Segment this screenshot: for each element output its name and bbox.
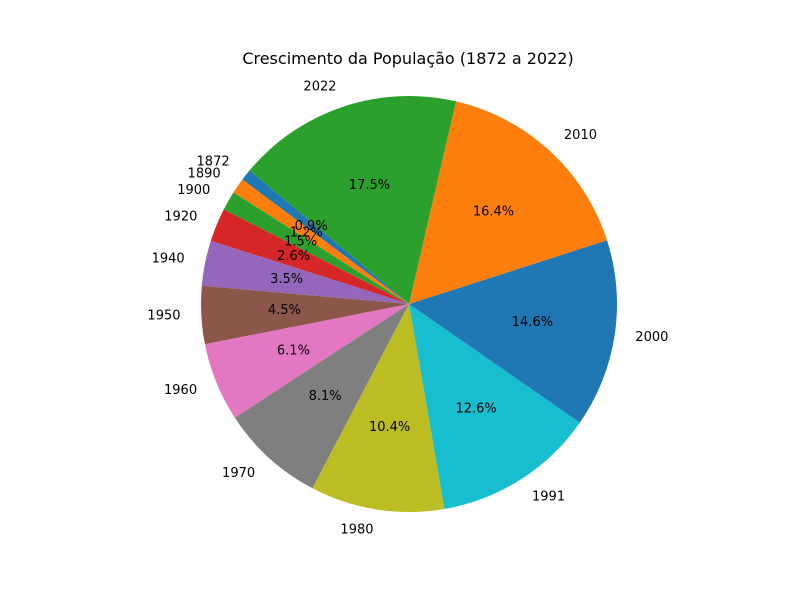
percent-label-1970: 8.1% <box>309 389 342 404</box>
category-label-1920: 1920 <box>164 210 197 225</box>
percent-label-2010: 16.4% <box>473 205 514 220</box>
category-label-1890: 1890 <box>188 167 221 182</box>
percent-label-1940: 3.5% <box>270 272 303 287</box>
category-label-1970: 1970 <box>222 466 255 481</box>
chart-title: Crescimento da População (1872 a 2022) <box>242 49 573 68</box>
category-label-1900: 1900 <box>177 183 210 198</box>
percent-labels: 0.9%1.2%1.5%2.6% 3.5% 4.5% 6.1% 8.1% 10.4% 12.… <box>268 178 553 435</box>
pie-slice-1940 <box>201 240 409 304</box>
pie-slice-2022 <box>249 96 457 305</box>
percent-label-1991: 12.6% <box>455 402 496 417</box>
pie-slice-1950 <box>201 285 409 345</box>
percent-label-2000: 14.6% <box>512 315 553 330</box>
pie-slice-1920 <box>210 209 409 304</box>
pie-slice-1960 <box>204 304 409 418</box>
percent-label-1900: 1.5% <box>284 235 317 250</box>
pie-slice-1872 <box>242 170 409 304</box>
pie-slices <box>201 96 617 512</box>
category-label-2010: 2010 <box>564 128 597 143</box>
percent-label-1872: 0.9% <box>295 219 328 234</box>
pie-slice-1980 <box>312 304 445 512</box>
pie-slice-2010 <box>409 101 608 304</box>
category-label-1980: 1980 <box>340 523 373 538</box>
category-label-2000: 2000 <box>635 330 668 345</box>
category-label-1872: 1872 <box>197 154 230 169</box>
percent-label-1950: 4.5% <box>268 303 301 318</box>
pie-slice-1900 <box>223 192 409 304</box>
pie-slice-1991 <box>409 304 580 509</box>
pie-slice-1890 <box>233 179 409 304</box>
percent-label-2022: 17.5% <box>349 178 390 193</box>
category-label-1940: 1940 <box>152 251 185 266</box>
percent-label-1960: 6.1% <box>277 344 310 359</box>
category-label-2022: 2022 <box>303 79 336 94</box>
category-label-1950: 1950 <box>147 309 180 324</box>
pie-slice-2000 <box>409 240 617 423</box>
pie-slice-1970 <box>234 304 409 489</box>
category-label-1991: 1991 <box>532 489 565 504</box>
category-label-1960: 1960 <box>164 383 197 398</box>
percent-label-1890: 1.2% <box>290 226 323 241</box>
percent-label-1980: 10.4% <box>369 420 410 435</box>
percent-label-1920: 2.6% <box>277 249 310 264</box>
